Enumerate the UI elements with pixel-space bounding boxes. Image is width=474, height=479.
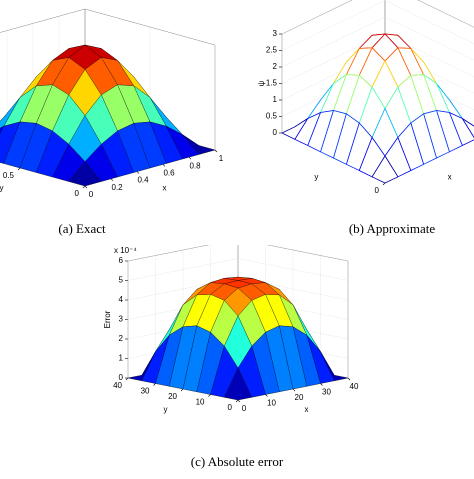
z-tick-label: 2.5 [266, 46, 278, 55]
x-tick [136, 171, 140, 174]
x-axis-label: x [163, 183, 167, 192]
surface-patch [371, 155, 399, 184]
z-tick-label: 5 [119, 276, 124, 285]
panel-a: 0 0.2 0.4 0.6 0.8 1 0 0.5 x y [0, 8, 224, 199]
y-axis-label: y [0, 183, 4, 192]
z-tick-label: 1 [273, 95, 278, 104]
z-tick-label: 0.5 [266, 112, 278, 121]
x-tick [110, 178, 114, 182]
y-tick [382, 182, 386, 186]
z-tick-label: 0 [273, 128, 278, 137]
y-tick-label: 20 [168, 392, 177, 401]
x-tick-label: 0.8 [189, 161, 201, 170]
z-axis-label: Error [103, 310, 112, 328]
y-tick [17, 167, 21, 171]
x-tick-label: 0.2 [111, 183, 123, 192]
x-axis-label: x [305, 405, 309, 414]
grid-line [281, 0, 474, 51]
y-axis-label: y [164, 405, 168, 414]
caption: (c) Absolute error [191, 454, 284, 469]
z-tick-label: 3 [273, 29, 278, 38]
z-tick-label: 1.5 [266, 79, 278, 88]
z-tick-label: 2 [119, 334, 124, 343]
z-axis-label: ψ [257, 80, 266, 86]
x-tick-label: 40 [350, 382, 359, 391]
z-tick-label: 2 [273, 62, 278, 71]
y-axis-label: y [314, 173, 318, 182]
caption: (a) Exact [58, 221, 106, 236]
y-tick-label: 30 [141, 387, 150, 396]
y-tick-label: 0 [375, 186, 380, 195]
x-tick-label: 30 [322, 388, 331, 397]
z-tick-label: 4 [119, 295, 124, 304]
x-tick-label: 20 [295, 393, 304, 402]
y-tick [180, 388, 184, 392]
x-tick [188, 156, 192, 160]
x-axis-label: x [448, 173, 452, 182]
x-tick [237, 399, 241, 403]
x-tick [347, 377, 351, 381]
x-tick-label: 0.6 [163, 169, 175, 178]
y-tick [208, 394, 211, 397]
grid-line [281, 0, 474, 35]
panel-b: 0 0.5 1 1.5 2 2.5 3 0 x y ψ [257, 0, 474, 195]
z-tick-label: 0 [119, 373, 124, 382]
x-tick [320, 383, 323, 386]
z-tick-label: 6 [119, 256, 124, 265]
surface-patch [68, 161, 102, 187]
x-tick-label: 0.4 [137, 176, 149, 185]
y-tick-label: 0 [75, 189, 80, 198]
y-tick-label: 0.5 [3, 171, 15, 180]
y-tick-label: 40 [113, 381, 122, 390]
x-tick [265, 394, 268, 397]
x-tick [292, 388, 296, 392]
z-tick-label: 3 [119, 315, 124, 324]
grid-line [281, 16, 474, 68]
y-tick-label: 0 [228, 403, 233, 412]
x-tick-label: 1 [219, 154, 224, 163]
x-tick [84, 185, 88, 189]
y-tick [125, 377, 129, 381]
y-tick [235, 399, 239, 403]
grid-line [127, 258, 349, 281]
x-tick-label: 10 [267, 399, 276, 408]
x-tick-label: 0 [89, 190, 94, 199]
grid-line [127, 245, 349, 262]
z-multiplier: x 10⁻⁴ [114, 246, 137, 255]
surface-patch [224, 367, 253, 401]
y-tick-label: 10 [196, 398, 205, 407]
z-tick-label: 1 [119, 354, 124, 363]
y-tick [153, 383, 156, 386]
x-tick [214, 149, 218, 153]
caption: (b) Approximate [349, 221, 436, 236]
x-tick [162, 164, 166, 167]
y-tick [82, 185, 86, 189]
x-tick-label: 0 [242, 404, 247, 413]
